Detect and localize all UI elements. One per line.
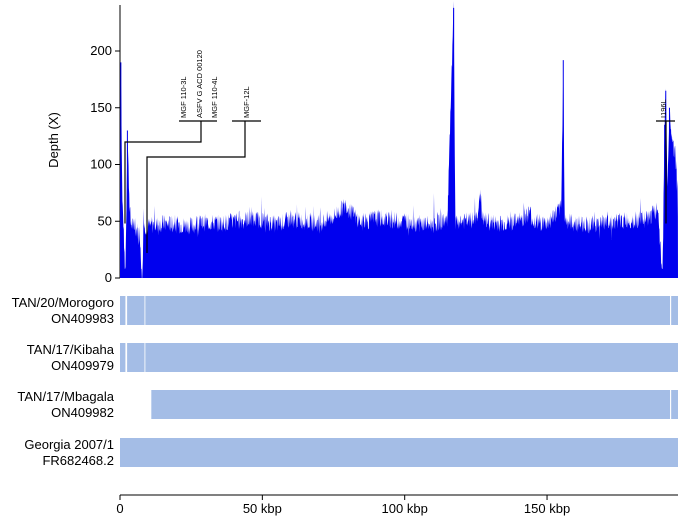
- genome-segment: [151, 390, 671, 419]
- y-tick-label: 150: [90, 100, 112, 115]
- track-accession: ON409983: [51, 311, 114, 326]
- track-accession: FR682468.2: [42, 453, 114, 468]
- y-tick-label: 100: [90, 157, 112, 172]
- gene-label: MGF 110-4L: [210, 76, 219, 118]
- track-name: TAN/17/Kibaha: [27, 342, 115, 357]
- genome-segment: [671, 390, 678, 419]
- gene-bracket-mgf12l: [146, 120, 261, 254]
- track-accession: ON409979: [51, 358, 114, 373]
- genome-segment: [120, 343, 126, 372]
- genome-tracks: TAN/20/MorogoroON409983TAN/17/KibahaON40…: [12, 295, 678, 468]
- genome-segment: [671, 296, 678, 325]
- genome-segment: [120, 296, 126, 325]
- gene-label: I196L: [659, 99, 668, 118]
- x-axis-ticks: 0 50 kbp 100 kbp 150 kbp: [116, 495, 570, 516]
- track-name: TAN/17/Mbagala: [17, 389, 114, 404]
- gene-label: MGF-12L: [242, 86, 251, 118]
- gene-label: ASFV G ACD 00120: [195, 50, 204, 118]
- y-tick-label: 50: [98, 213, 112, 228]
- coverage-panel: 0 50 100 150 200 Depth (X) MGF 110-3L ASFV G …: [46, 1, 678, 285]
- track-name: Georgia 2007/1: [24, 437, 114, 452]
- x-axis: 0 50 kbp 100 kbp 150 kbp: [116, 494, 678, 516]
- genome-segment: [145, 343, 678, 372]
- genome-segment: [127, 343, 145, 372]
- x-tick-label: 100 kbp: [382, 501, 428, 516]
- genome-segment: [127, 296, 145, 325]
- coverage-spikes: [120, 7, 673, 278]
- gene-bracket-i196l: [656, 120, 675, 224]
- y-axis-title: Depth (X): [46, 112, 61, 168]
- x-tick-label: 0: [116, 501, 123, 516]
- x-tick-label: 150 kbp: [524, 501, 570, 516]
- gene-label: MGF 110-3L: [179, 76, 188, 118]
- gene-annotations: MGF 110-3L ASFV G ACD 00120 MGF 110-4L MGF-…: [124, 50, 675, 254]
- x-tick-label: 50 kbp: [243, 501, 282, 516]
- track-accession: ON409982: [51, 405, 114, 420]
- y-axis-ticks: 0 50 100 150 200: [90, 43, 120, 285]
- track-name: TAN/20/Morogoro: [12, 295, 114, 310]
- genome-segment: [145, 296, 671, 325]
- y-tick-label: 0: [105, 270, 112, 285]
- genome-segment: [120, 438, 678, 467]
- y-tick-label: 200: [90, 43, 112, 58]
- gene-bracket-mgf110: [124, 120, 217, 224]
- coverage-area: [120, 1, 678, 278]
